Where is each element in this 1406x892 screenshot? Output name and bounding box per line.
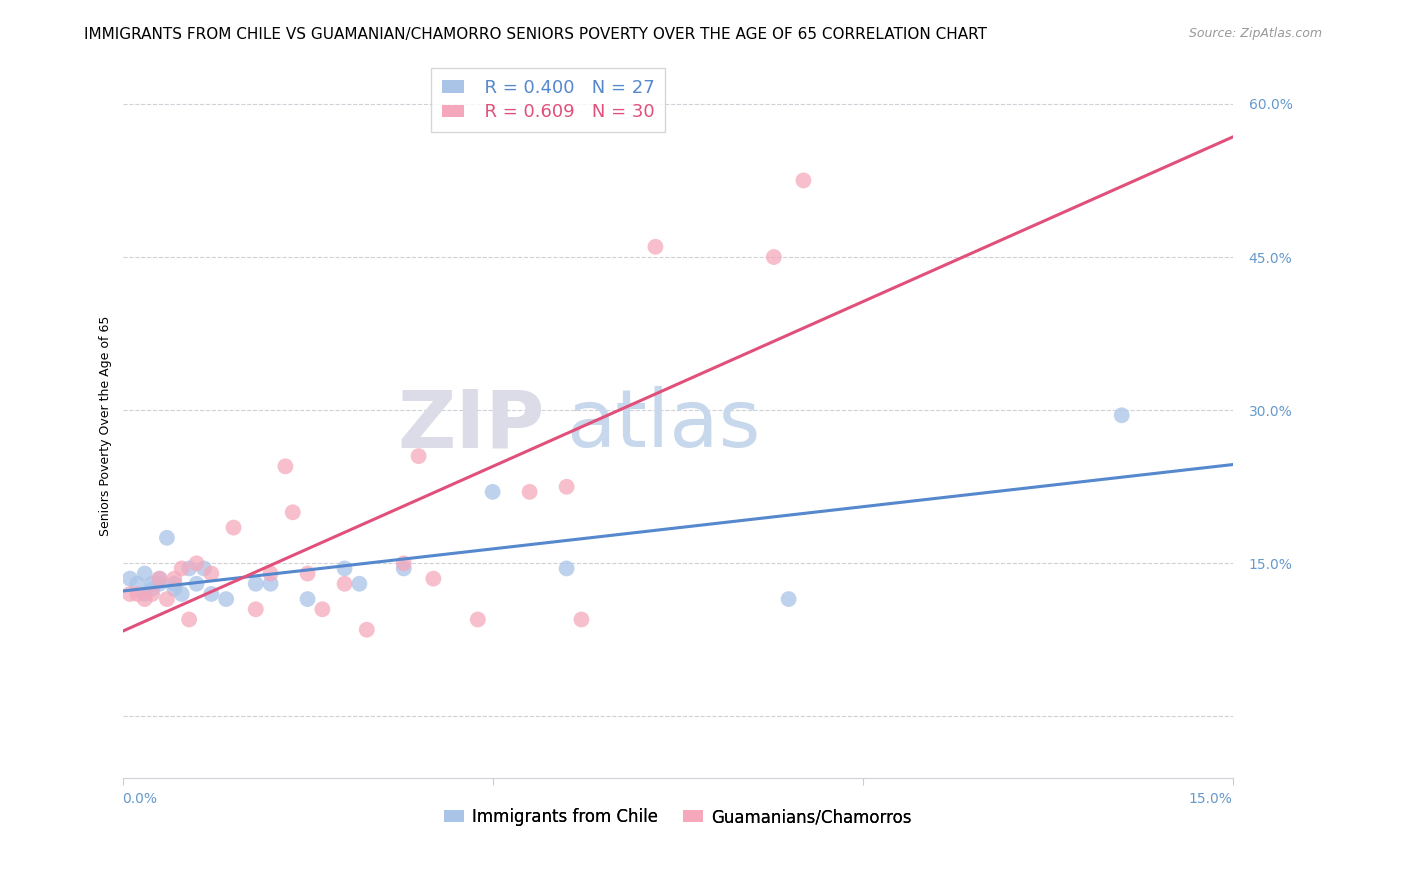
Text: ZIP: ZIP xyxy=(396,386,544,465)
Point xyxy=(141,576,163,591)
Point xyxy=(163,576,186,591)
Point xyxy=(245,576,267,591)
Point xyxy=(392,561,415,575)
Point xyxy=(481,484,503,499)
Text: 0.0%: 0.0% xyxy=(122,792,157,806)
Point xyxy=(179,612,201,626)
Point xyxy=(792,173,814,187)
Point xyxy=(222,520,245,534)
Point xyxy=(408,449,430,463)
Legend:   R = 0.400   N = 27,   R = 0.609   N = 30: R = 0.400 N = 27, R = 0.609 N = 30 xyxy=(432,68,665,132)
Point xyxy=(349,576,371,591)
Point xyxy=(156,592,179,607)
Y-axis label: Seniors Poverty Over the Age of 65: Seniors Poverty Over the Age of 65 xyxy=(100,315,112,536)
Point xyxy=(156,531,179,545)
Point xyxy=(141,587,163,601)
Point xyxy=(170,587,193,601)
Text: IMMIGRANTS FROM CHILE VS GUAMANIAN/CHAMORRO SENIORS POVERTY OVER THE AGE OF 65 C: IMMIGRANTS FROM CHILE VS GUAMANIAN/CHAMO… xyxy=(84,27,987,42)
Point xyxy=(134,592,156,607)
Point xyxy=(134,587,156,601)
Point xyxy=(118,587,141,601)
Point xyxy=(333,561,356,575)
Point xyxy=(422,572,444,586)
Point xyxy=(127,587,149,601)
Point xyxy=(762,250,785,264)
Point xyxy=(134,566,156,581)
Point xyxy=(163,572,186,586)
Point xyxy=(333,576,356,591)
Point xyxy=(141,582,163,596)
Point xyxy=(148,576,170,591)
Point xyxy=(467,612,489,626)
Point xyxy=(519,484,541,499)
Point xyxy=(555,561,578,575)
Point xyxy=(186,557,208,571)
Point xyxy=(200,587,222,601)
Point xyxy=(644,240,666,254)
Point xyxy=(274,459,297,474)
Point xyxy=(170,561,193,575)
Text: Source: ZipAtlas.com: Source: ZipAtlas.com xyxy=(1188,27,1322,40)
Point xyxy=(297,566,319,581)
Point xyxy=(163,582,186,596)
Point xyxy=(356,623,378,637)
Point xyxy=(1111,409,1133,423)
Point xyxy=(179,561,201,575)
Point xyxy=(392,557,415,571)
Text: 15.0%: 15.0% xyxy=(1189,792,1233,806)
Point xyxy=(245,602,267,616)
Point xyxy=(778,592,800,607)
Point xyxy=(259,576,281,591)
Point xyxy=(127,576,149,591)
Point xyxy=(186,576,208,591)
Point xyxy=(259,566,281,581)
Point xyxy=(215,592,238,607)
Point xyxy=(281,505,304,519)
Point xyxy=(193,561,215,575)
Point xyxy=(555,480,578,494)
Point xyxy=(311,602,333,616)
Point xyxy=(297,592,319,607)
Point xyxy=(200,566,222,581)
Point xyxy=(571,612,593,626)
Point xyxy=(118,572,141,586)
Point xyxy=(148,572,170,586)
Text: atlas: atlas xyxy=(567,386,761,465)
Point xyxy=(148,572,170,586)
